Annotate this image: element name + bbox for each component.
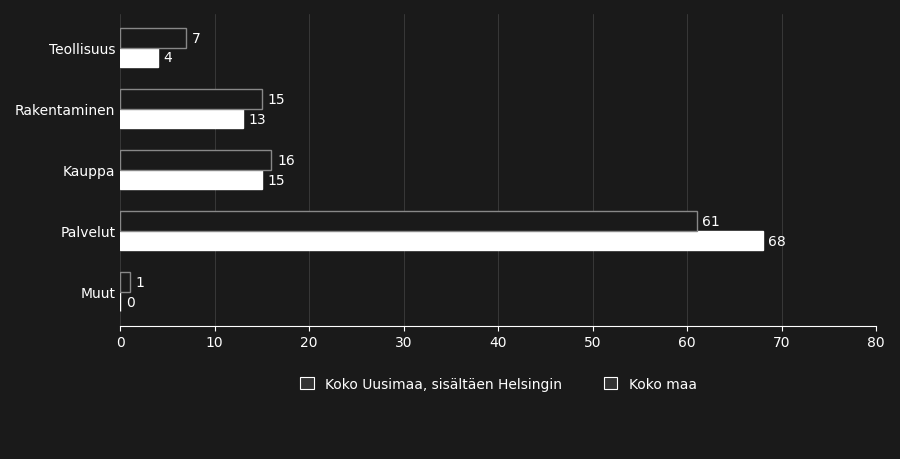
Bar xyxy=(121,170,262,190)
Text: 0: 0 xyxy=(126,295,135,309)
Text: 15: 15 xyxy=(267,93,285,107)
Bar xyxy=(121,212,697,231)
Bar xyxy=(121,29,186,49)
Bar xyxy=(121,231,763,251)
Text: 7: 7 xyxy=(192,32,201,46)
Text: 15: 15 xyxy=(267,173,285,187)
Text: 1: 1 xyxy=(135,275,144,290)
Bar xyxy=(121,110,243,129)
Text: 61: 61 xyxy=(702,215,720,229)
Text: 4: 4 xyxy=(164,51,173,65)
Bar xyxy=(121,49,158,68)
Text: 16: 16 xyxy=(277,154,295,168)
Legend: Koko Uusimaa, sisältäen Helsingin, Koko maa: Koko Uusimaa, sisältäen Helsingin, Koko … xyxy=(294,372,702,397)
Bar xyxy=(121,273,130,292)
Text: 68: 68 xyxy=(769,234,787,248)
Bar xyxy=(121,151,272,170)
Text: 13: 13 xyxy=(248,112,266,126)
Bar xyxy=(121,90,262,110)
